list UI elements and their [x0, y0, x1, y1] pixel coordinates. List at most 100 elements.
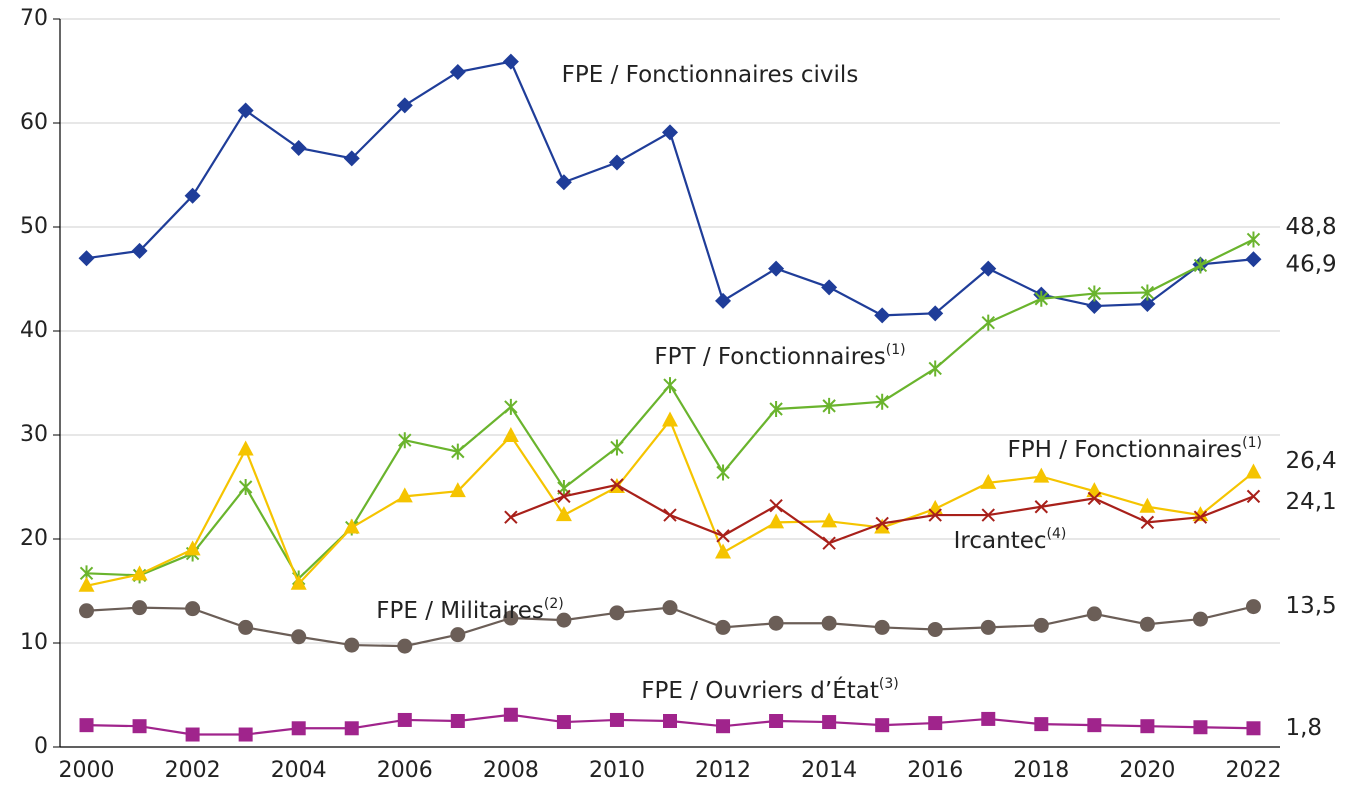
series-line — [86, 60, 1254, 317]
series-label: FPE / Fonctionnaires civils — [562, 62, 859, 88]
marker — [504, 398, 518, 415]
value-label: 48,8 — [1285, 214, 1336, 240]
marker — [663, 714, 677, 728]
marker — [981, 508, 995, 522]
marker — [557, 489, 571, 504]
marker — [874, 619, 890, 635]
marker — [132, 600, 148, 616]
series: 26,4 FPH / Fonctionnaires(1) — [78, 411, 1337, 592]
marker — [981, 711, 996, 726]
marker — [875, 718, 890, 733]
x-tick-label: 2002 — [165, 758, 221, 783]
series: 24,1 Ircantec(4) — [504, 478, 1337, 554]
marker — [1086, 298, 1103, 315]
marker — [290, 574, 307, 590]
marker — [449, 64, 466, 81]
marker — [768, 260, 785, 277]
series-note: (1) — [1242, 435, 1262, 451]
marker — [1034, 717, 1049, 732]
marker — [504, 510, 518, 524]
marker — [291, 629, 307, 645]
series-name: FPH / Fonctionnaires — [1007, 437, 1242, 463]
y-tick-label: 20 — [20, 526, 48, 551]
marker — [663, 377, 677, 394]
value-label: 13,5 — [1285, 593, 1336, 619]
marker — [662, 600, 678, 616]
marker — [1034, 500, 1049, 514]
marker — [1033, 617, 1049, 633]
series-name: FPE / Militaires — [376, 598, 544, 624]
marker — [822, 715, 837, 730]
x-tick-label: 2012 — [695, 758, 751, 783]
marker — [927, 499, 944, 515]
marker — [663, 508, 677, 522]
marker — [928, 716, 943, 731]
marker — [290, 139, 307, 156]
marker — [609, 712, 624, 727]
marker — [1192, 611, 1208, 627]
marker — [875, 516, 889, 531]
marker — [822, 536, 836, 550]
marker — [557, 480, 571, 497]
marker — [1246, 489, 1261, 504]
marker — [1087, 491, 1102, 506]
marker — [768, 513, 785, 529]
series-name: FPT / Fonctionnaires — [654, 344, 885, 370]
marker — [185, 601, 201, 617]
marker — [608, 154, 625, 171]
marker — [1193, 510, 1208, 524]
series: 1,8 FPE / Ouvriers d’État(3) — [79, 676, 1322, 742]
marker — [503, 707, 518, 722]
marker — [1193, 720, 1208, 735]
marker — [237, 102, 254, 119]
marker — [184, 540, 201, 556]
value-label: 1,8 — [1285, 715, 1322, 741]
marker — [715, 543, 732, 559]
marker — [874, 307, 891, 324]
marker — [131, 242, 148, 259]
marker — [927, 621, 943, 637]
marker — [927, 305, 944, 322]
marker — [131, 565, 148, 581]
marker — [715, 292, 732, 309]
marker — [503, 610, 519, 626]
marker — [769, 401, 783, 417]
marker — [980, 619, 996, 635]
marker — [449, 482, 466, 498]
x-tick-label: 2008 — [483, 758, 539, 783]
marker — [662, 124, 678, 141]
y-tick-label: 30 — [20, 422, 48, 447]
y-tick-label: 40 — [20, 318, 48, 343]
marker — [1034, 290, 1049, 307]
marker — [502, 427, 519, 443]
marker — [1087, 285, 1102, 302]
series-name: Ircantec — [954, 528, 1047, 554]
marker — [343, 518, 360, 534]
marker — [822, 397, 836, 414]
y-tick-label: 0 — [34, 734, 48, 759]
marker — [821, 615, 837, 631]
series-line — [86, 238, 1254, 581]
marker — [555, 174, 572, 191]
marker — [610, 478, 624, 492]
marker — [237, 440, 254, 456]
marker — [1033, 467, 1050, 483]
x-tick-label: 2010 — [589, 758, 645, 783]
marker — [769, 714, 784, 728]
marker — [556, 715, 571, 730]
marker — [716, 464, 730, 481]
marker — [398, 432, 412, 449]
series-name: FPE / Ouvriers d’État — [641, 676, 879, 704]
marker — [928, 508, 942, 522]
marker — [132, 719, 147, 734]
series: 46,9 FPE / Fonctionnaires civils — [78, 53, 1337, 324]
marker — [397, 638, 413, 654]
series-note: (2) — [544, 596, 564, 612]
marker — [78, 576, 95, 592]
marker — [1139, 295, 1156, 312]
y-tick-label: 70 — [20, 6, 48, 31]
marker — [238, 727, 253, 742]
marker — [1246, 721, 1261, 736]
x-tick-label: 2020 — [1119, 758, 1175, 783]
value-label: 26,4 — [1285, 448, 1336, 474]
